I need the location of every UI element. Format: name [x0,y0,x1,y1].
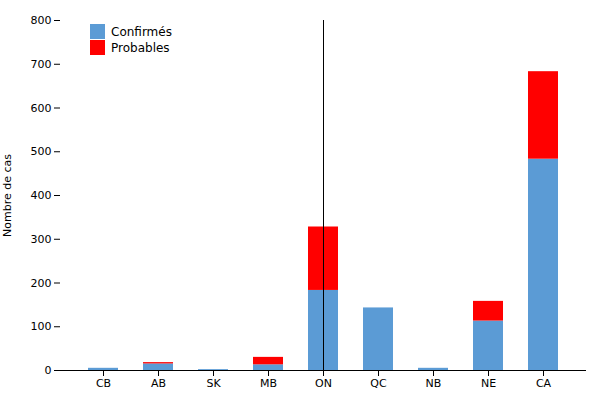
svg-text:700: 700 [31,58,52,71]
svg-text:200: 200 [31,277,52,290]
svg-text:AB: AB [151,377,166,390]
svg-text:500: 500 [31,145,52,158]
svg-text:400: 400 [31,189,52,202]
svg-text:QC: QC [370,377,387,390]
svg-text:MB: MB [260,377,277,390]
svg-text:300: 300 [31,233,52,246]
svg-text:800: 800 [31,14,52,27]
svg-text:100: 100 [31,320,52,333]
svg-text:SK: SK [206,377,221,390]
svg-text:ON: ON [315,377,332,390]
svg-text:Nombre de cas: Nombre de cas [1,154,14,237]
svg-text:CB: CB [96,377,111,390]
svg-text:600: 600 [31,102,52,115]
html-text:Confirmés: Confirmés [111,24,172,39]
svg-text:0: 0 [45,364,52,377]
svg-text:NE: NE [481,377,496,390]
svg-text:NB: NB [426,377,442,390]
html-text:Probables: Probables [111,40,170,55]
svg-text:CA: CA [536,377,552,390]
